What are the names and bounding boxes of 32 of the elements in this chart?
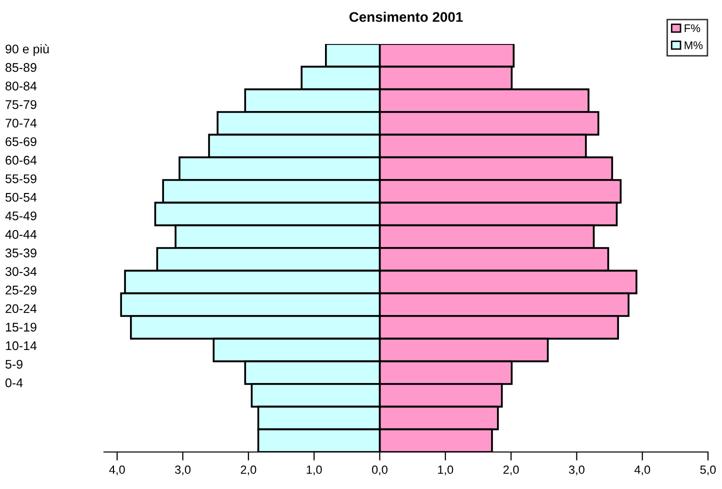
x-tick-label: 2,0 xyxy=(240,466,256,476)
x-tick-label: 1,0 xyxy=(438,466,454,476)
x-tick-label: 4,0 xyxy=(109,466,125,476)
chart-title: Censimento 2001 xyxy=(349,12,463,22)
text: 40-44 xyxy=(5,230,37,239)
text: 0-4 xyxy=(5,378,23,388)
text: 30-34 xyxy=(5,267,37,276)
text: 10-14 xyxy=(6,341,37,350)
text: 60-64 xyxy=(6,156,37,165)
text: 65-69 xyxy=(6,137,36,146)
text: 75-79 xyxy=(6,100,36,110)
x-tick-label: 1,0 xyxy=(306,466,322,476)
text: 20-24 xyxy=(6,304,37,314)
legend-label: M% xyxy=(684,41,703,50)
x-tick-label: 0,0 xyxy=(372,466,388,476)
text: 80-84 xyxy=(6,82,37,90)
text: 45-49 xyxy=(5,211,36,220)
text: 50-54 xyxy=(6,192,37,202)
text: 25-29 xyxy=(6,286,36,295)
x-tick-label: 5,0 xyxy=(700,466,716,476)
text: 5-9 xyxy=(6,360,22,369)
text: 85-89 xyxy=(6,63,36,72)
text: 55-59 xyxy=(6,174,36,184)
x-tick-label: 4,0 xyxy=(634,466,650,476)
x-tick-label: 3,0 xyxy=(175,466,191,476)
legend-label: F% xyxy=(684,24,700,32)
text: 15-19 xyxy=(6,322,36,332)
x-tick-label: 3,0 xyxy=(568,466,584,476)
text: 35-39 xyxy=(5,248,36,258)
text: 70-74 xyxy=(6,118,37,128)
text: 90 e più xyxy=(6,44,49,56)
x-tick-label: 2,0 xyxy=(503,466,519,476)
